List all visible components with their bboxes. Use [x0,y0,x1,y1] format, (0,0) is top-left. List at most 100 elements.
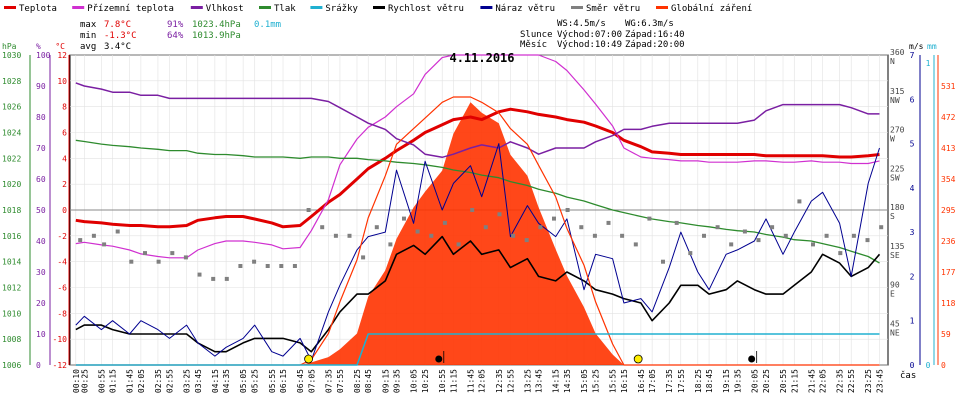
wind-direction-point [592,233,597,238]
wind-direction-point [579,225,584,230]
direction-tick-compass: NE [890,328,900,337]
info-sunset: Západ:16:40 [625,30,685,40]
wind-direction-point [633,242,638,247]
x-tick-label: 13:25 [523,369,532,393]
x-tick-label: 01:45 [126,369,135,393]
legend-swatch [4,6,16,9]
legend-label: Směr větru [586,4,640,14]
humidity-tick-label: 100 [36,51,51,60]
wind-direction-point [851,233,856,238]
x-tick-label: 22:05 [819,369,828,393]
stats-max-rain: 0.1mm [254,20,281,30]
stats-min-hum: 64% [167,31,184,41]
wind-direction-point [552,216,556,221]
wind-direction-point [783,233,788,238]
hpa-tick-label: 1008 [2,335,21,344]
wind-direction-point [429,233,434,238]
wind-direction-point [102,242,107,247]
humidity-tick-label: 80 [36,113,46,122]
moonrise-marker [435,355,443,363]
x-tick-label: 19:15 [722,369,731,393]
wind-direction-point [865,238,870,243]
wind-direction-point [129,259,134,264]
wind-tick-label: 7 [910,51,915,60]
x-tick-label: 22:35 [836,369,845,393]
info-moonset: Západ:20:00 [625,40,685,50]
legend-label: Srážky [325,4,358,14]
wind-direction-point [265,264,270,268]
hpa-tick-label: 1026 [2,103,21,112]
stats-min-label: min [80,31,96,41]
wind-direction-point [91,233,96,238]
x-tick-label: 14:35 [563,369,572,393]
legend-swatch [190,6,203,9]
wind-direction-point [756,238,761,243]
wind-direction-point [143,251,147,256]
chart-title: 4.11.2016 [449,51,514,65]
wind-direction-point [306,208,311,212]
hpa-tick-label: 1010 [2,309,21,318]
temp-tick-label: 12 [57,51,67,60]
wind-direction-point [524,238,529,243]
wind-direction-point [415,229,420,234]
temp-tick-label: -6 [57,284,67,293]
info-sunrise: Východ:07:00 [557,30,622,40]
wind-direction-point [511,233,516,238]
x-tick-label: 23:45 [875,369,884,393]
wind-direction-point [374,225,379,230]
wind-direction-point [606,220,611,225]
x-tick-label: 10:25 [421,369,430,393]
x-tick-label: 09:15 [381,369,390,393]
radiation-tick-label: 295 [941,206,956,215]
x-tick-label: 06:45 [296,369,305,393]
hpa-tick-label: 1014 [2,258,21,267]
stats-block: max 7.8°C 91% 1023.4hPa 0.1mm min -1.3°C… [80,20,281,52]
wind-direction-point [456,242,461,247]
series-line-vlhkost [75,82,880,159]
direction-tick-compass: NW [890,96,900,105]
radiation-tick-label: 354 [941,175,956,184]
x-tick-label: 21:15 [790,369,799,393]
x-tick-label: 15:05 [580,369,589,393]
legend-swatch [480,6,493,9]
wind-direction-point [224,276,229,281]
x-tick-label: 01:15 [109,369,118,393]
x-tick-label: 04:15 [211,369,220,393]
humidity-tick-label: 60 [36,175,46,184]
info-moonrise: Východ:10:49 [557,40,622,50]
x-tick-label: 03:45 [194,369,203,393]
wind-direction-point [292,264,297,268]
legend-swatch [656,6,668,9]
x-axis-label: čas [900,370,916,381]
legend: Teplota Přízemní teplota Vlhkost Tlak Srážky… [4,4,752,14]
wind-direction-point [538,225,543,230]
legend-label: Teplota [19,4,57,14]
radiation-tick-label: 472 [941,113,956,122]
x-tick-label: 22:55 [847,369,856,393]
temp-unit: °C [55,42,65,51]
direction-tick-value: 180 [890,203,905,212]
wind-direction-point [824,233,829,238]
legend-swatch [310,6,323,9]
stats-max-press: 1023.4hPa [192,20,241,30]
x-tick-label: 00:55 [97,369,106,393]
x-tick-label: 15:25 [592,369,601,393]
x-tick-label: 18:25 [694,369,703,393]
wind-direction-point [78,238,83,243]
stats-min-press: 1013.9hPa [192,31,241,41]
wind-direction-point [442,220,447,225]
moonset-marker [748,355,756,363]
wind-direction-point [879,225,884,230]
radiation-tick-label: 118 [941,299,956,308]
direction-tick-value: 45 [890,319,900,328]
sunset-marker [633,354,643,364]
legend-swatch [72,6,85,9]
wind-tick-label: 5 [910,140,915,149]
wind-direction-point [797,199,802,204]
wind-direction-point [483,225,488,230]
temp-tick-label: -10 [53,335,68,344]
x-tick-label: 05:55 [268,369,277,393]
x-tick-label: 19:35 [733,369,742,393]
hpa-tick-label: 1030 [2,51,21,60]
